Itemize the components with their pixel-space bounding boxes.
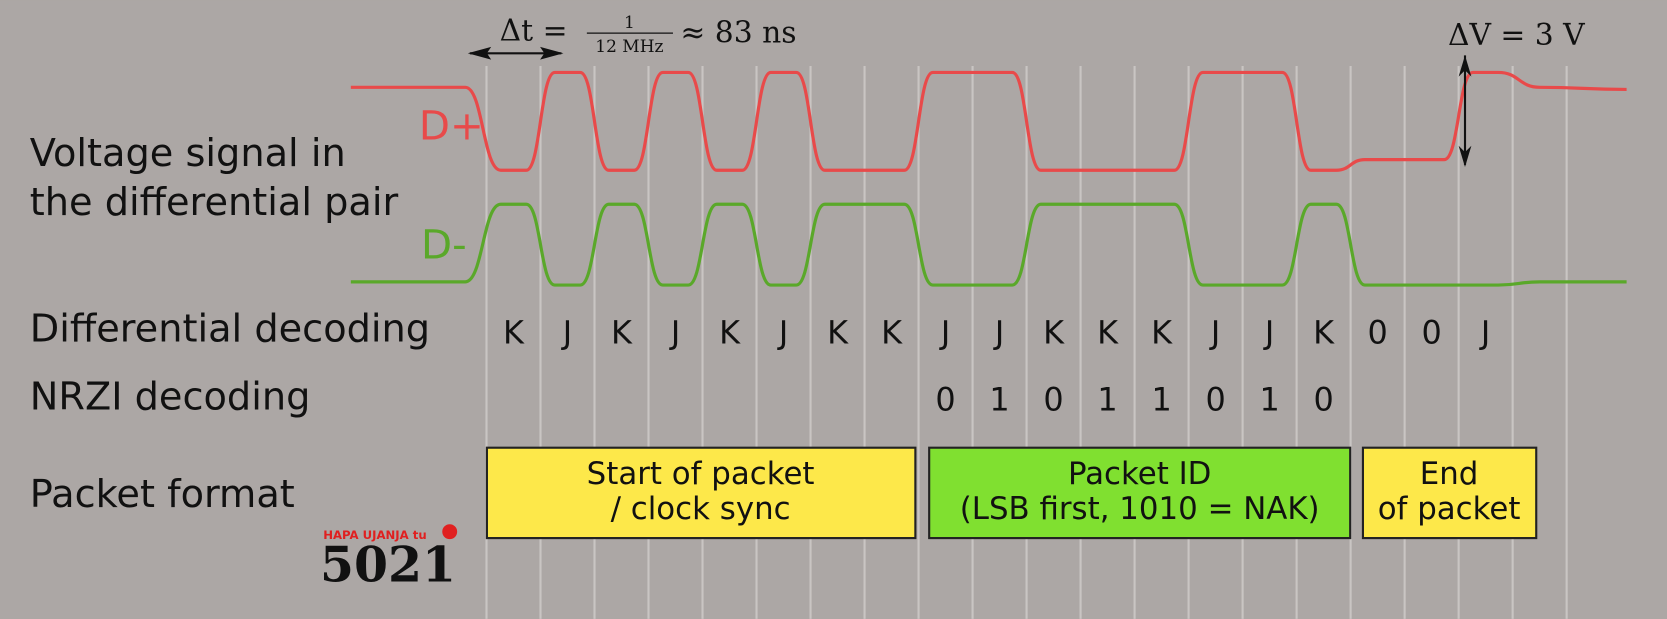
nrzi-bit: 1	[989, 380, 1009, 418]
differential-bit: J	[1263, 314, 1274, 352]
differential-bit: K	[1313, 314, 1335, 352]
d-minus-wave	[350, 202, 1627, 287]
differential-bit: J	[1209, 314, 1220, 352]
packet-text: Packet ID	[1068, 456, 1211, 492]
fraction-numerator: 1	[624, 13, 635, 33]
watermark-number: 5021	[320, 536, 456, 594]
differential-bit: J	[993, 314, 1004, 352]
nrzi-bit: 0	[1043, 380, 1063, 418]
differential-bit: 0	[1367, 314, 1387, 352]
delta-v-label: ΔV = 3 V	[1448, 18, 1585, 53]
delta-t-label: Δt =	[500, 14, 568, 49]
differential-bit: J	[669, 314, 680, 352]
row-label: Differential decoding	[30, 306, 430, 351]
watermark-caption: HAPA UJANJA tu	[323, 528, 426, 542]
packet-text: / clock sync	[611, 491, 791, 527]
packet-text: End	[1420, 456, 1479, 492]
packet-box	[485, 446, 917, 540]
differential-bit: K	[881, 314, 903, 352]
differential-bit: K	[1097, 314, 1119, 352]
nrzi-bit: 0	[935, 380, 955, 418]
fraction-denominator: 12 MHz	[595, 37, 663, 57]
packet-box	[1361, 446, 1538, 540]
watermark-dot	[442, 524, 458, 540]
nrzi-bit: 0	[1313, 380, 1333, 418]
differential-bit: K	[719, 314, 741, 352]
nrzi-bit: 1	[1151, 380, 1171, 418]
differential-bit: K	[1151, 314, 1173, 352]
nrzi-bit: 1	[1097, 380, 1117, 418]
packet-text: Start of packet	[587, 456, 815, 492]
differential-bit: J	[561, 314, 572, 352]
packet-text: (LSB first, 1010 = NAK)	[960, 491, 1320, 527]
packet-text: of packet	[1378, 491, 1521, 527]
differential-bit: K	[503, 314, 525, 352]
differential-bit: K	[827, 314, 849, 352]
differential-bit: 0	[1421, 314, 1441, 352]
delta-t-value: ≈ 83 ns	[680, 16, 796, 51]
d-plus-wave	[350, 70, 1627, 172]
differential-bit: K	[1043, 314, 1065, 352]
nrzi-bit: 0	[1205, 380, 1225, 418]
packet-box	[928, 446, 1352, 540]
row-label: the differential pair	[30, 180, 399, 225]
row-label: Voltage signal in	[30, 131, 346, 176]
row-label: Packet format	[30, 472, 295, 517]
d-minus-label: D-	[421, 221, 467, 268]
differential-bit: J	[1479, 314, 1490, 352]
row-label: NRZI decoding	[30, 374, 311, 419]
d-plus-label: D+	[419, 102, 484, 149]
nrzi-bit: 1	[1259, 380, 1279, 418]
differential-bit: J	[777, 314, 788, 352]
differential-bit: J	[939, 314, 950, 352]
arrow-heads	[467, 46, 564, 60]
differential-bit: K	[611, 314, 633, 352]
